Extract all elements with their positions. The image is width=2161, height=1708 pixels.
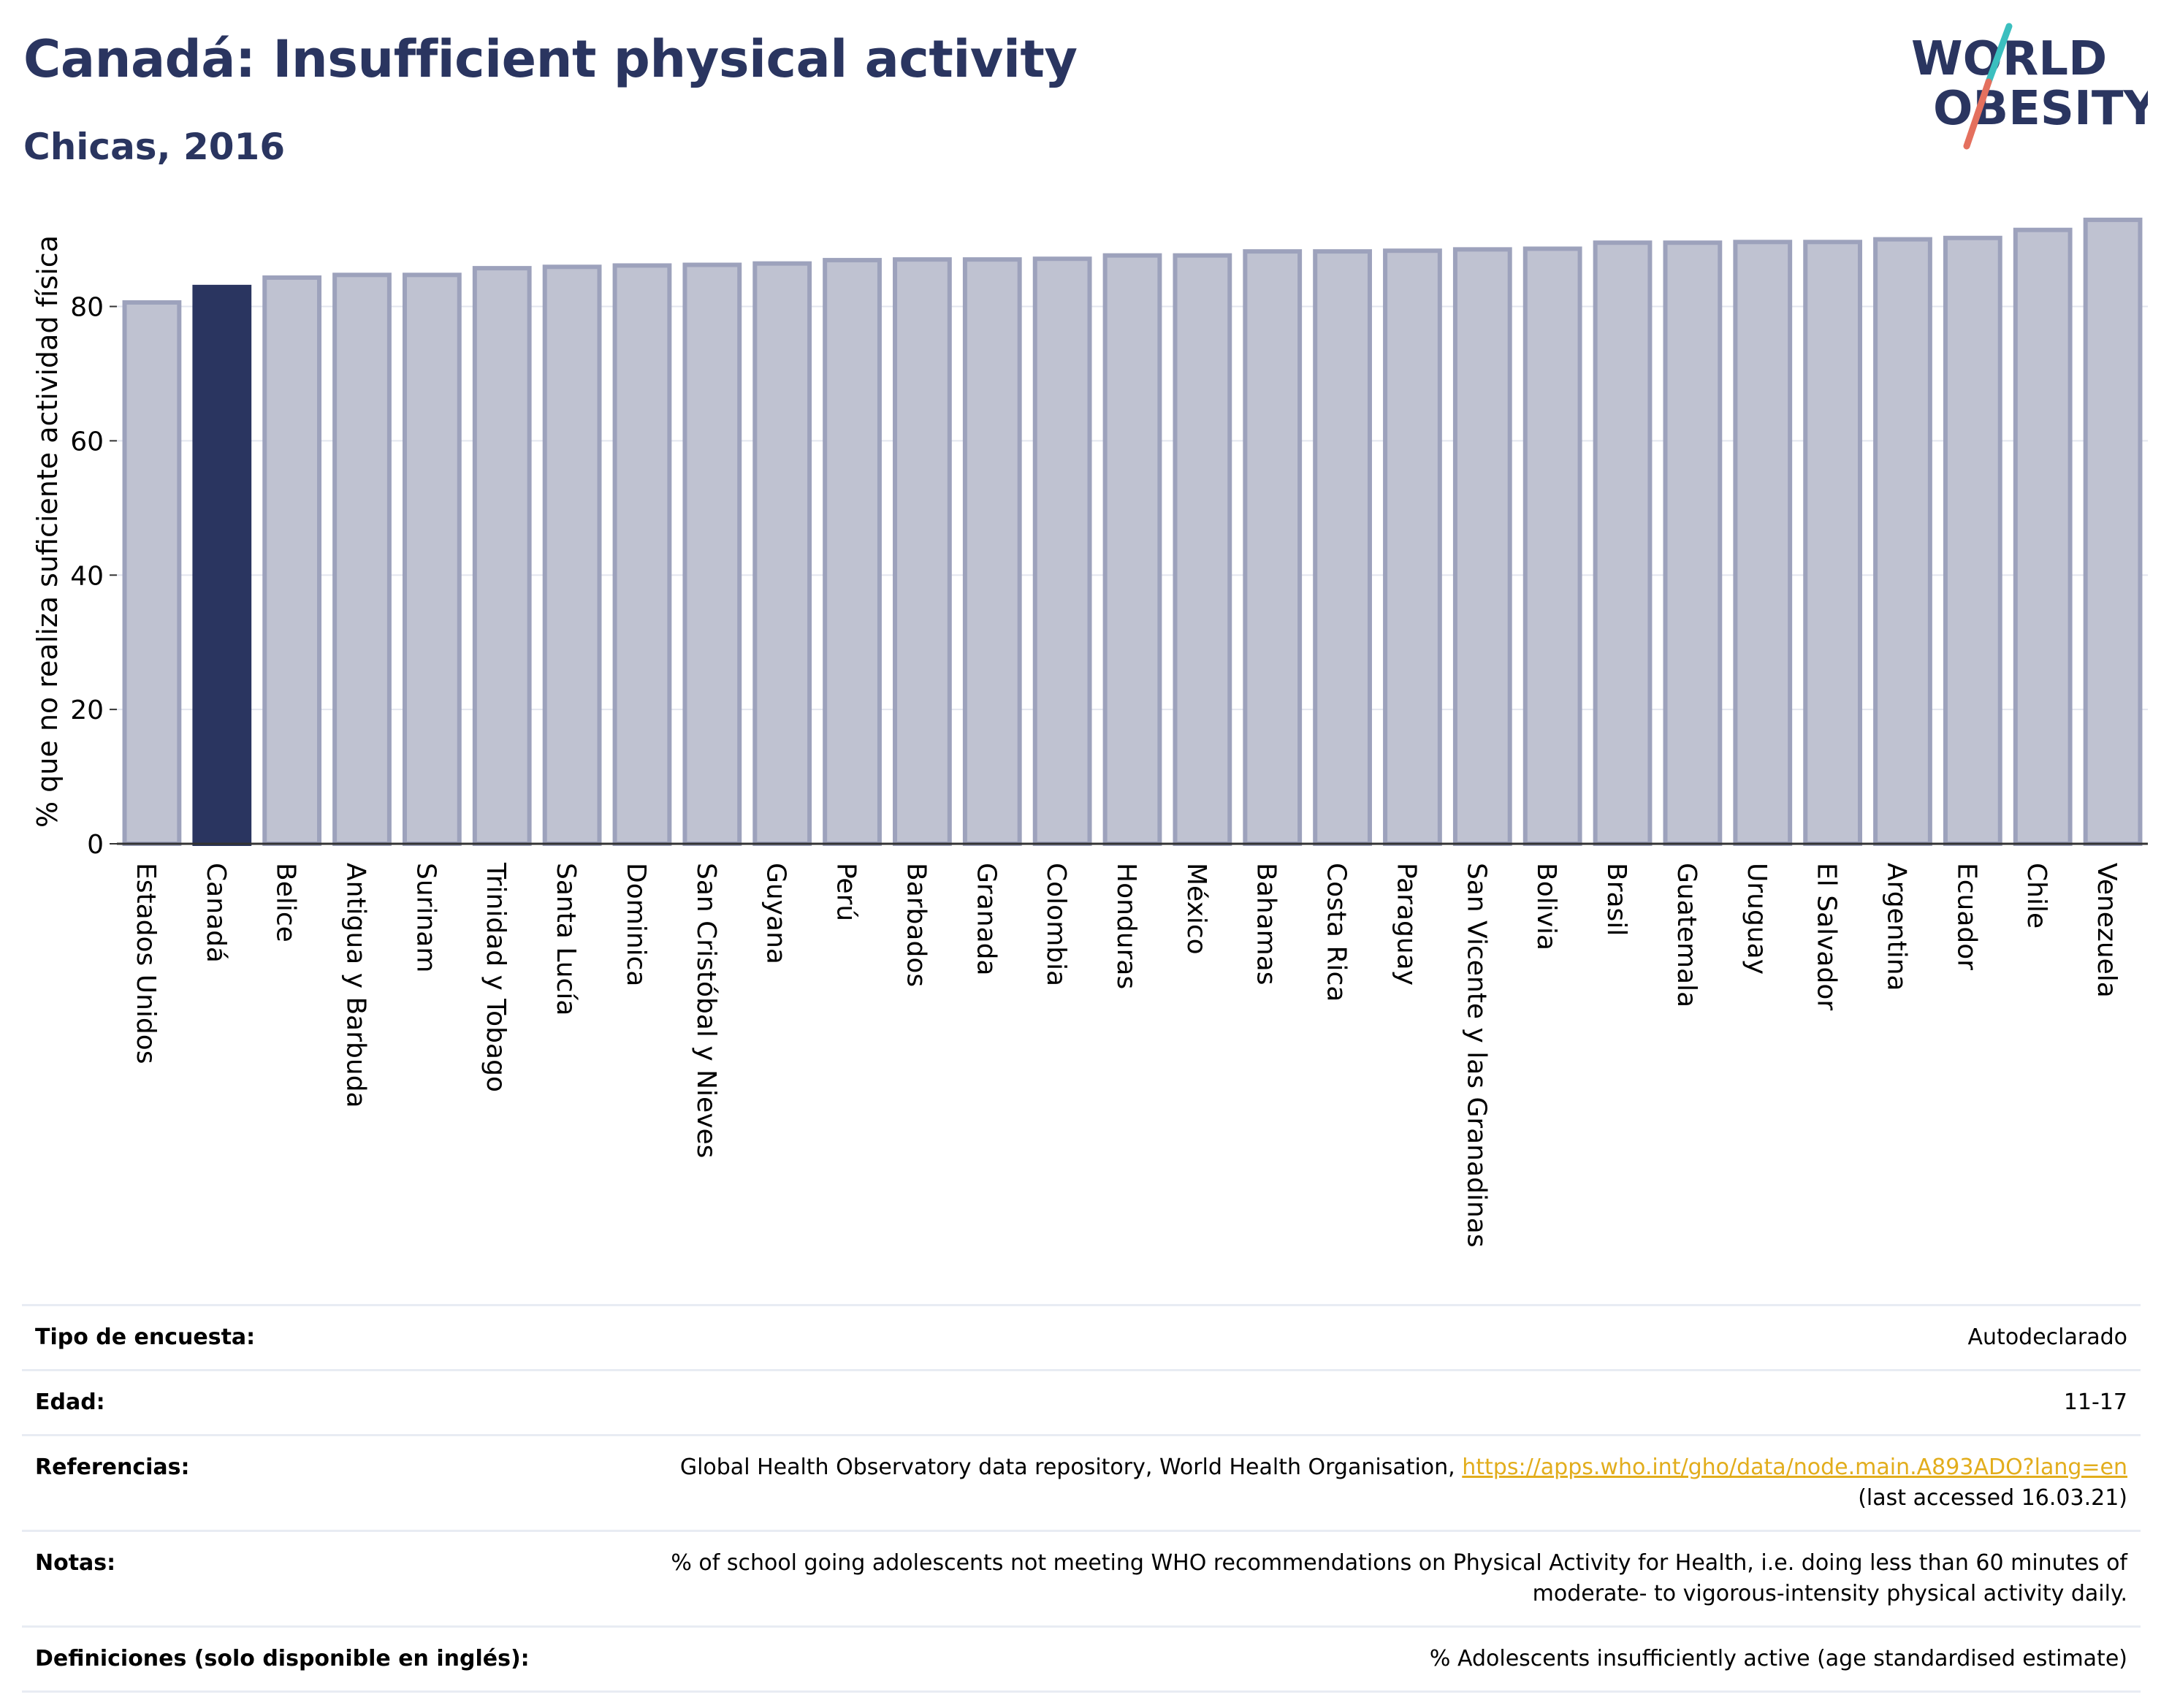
reference-accessed: (last accessed 16.03.21) (1858, 1485, 2127, 1511)
x-tick-label: México (1181, 863, 1211, 955)
info-key: Notas: (35, 1550, 116, 1576)
info-value: % of school going adolescents not meetin… (560, 1531, 2141, 1627)
info-value: Autodeclarado (1967, 1324, 2127, 1350)
info-key: Definiciones (solo disponible en inglés)… (35, 1646, 530, 1671)
info-row-definitions: Definiciones (solo disponible en inglés)… (22, 1626, 2141, 1692)
x-tick-label: Canadá (201, 863, 231, 963)
info-value: 11-17 (2063, 1389, 2127, 1415)
axes (110, 305, 2148, 845)
info-row-age: Edad: 11-17 (22, 1370, 2141, 1436)
tick-labels: 0 20 40 60 80 Estados Unidos Canadá Belice Antig… (70, 293, 2122, 1248)
x-tick-label: El Salvador (1812, 863, 1842, 1010)
bar (1032, 256, 1092, 846)
logo-line-2: OBESITY (1933, 82, 2148, 136)
page-title: Canadá: Insufficient physical activity (23, 29, 1078, 89)
x-tick-label: Antigua y Barbuda (341, 863, 371, 1108)
bar (192, 284, 252, 846)
info-row-notes: Notas: % of school going adolescents not… (22, 1530, 2141, 1627)
bar (542, 264, 602, 847)
x-tick-label: Ecuador (1951, 863, 1981, 970)
world-obesity-logo: WORLD OBESITY (1911, 23, 2148, 150)
info-row-references: Referencias: Global Health Observatory d… (22, 1435, 2141, 1531)
x-tick-label: Santa Lucía (551, 863, 581, 1015)
x-tick-label: Paraguay (1391, 863, 1421, 985)
bar (402, 272, 462, 846)
info-key: Edad: (35, 1389, 105, 1415)
bar (1943, 235, 2002, 846)
bar (1803, 240, 1863, 847)
logo-line-1: WORLD (1911, 32, 2107, 86)
bar (1663, 240, 1723, 846)
info-value: % Adolescents insufficiently active (age… (1429, 1646, 2127, 1671)
bar (752, 261, 812, 846)
y-tick-label: 0 (87, 830, 104, 860)
x-tick-label: Bahamas (1251, 863, 1281, 985)
x-tick-label: San Vicente y las Granadinas (1461, 863, 1491, 1248)
bar (612, 263, 672, 846)
info-row-survey-type: Tipo de encuesta: Autodeclarado (22, 1305, 2141, 1370)
x-tick-label: Trinidad y Tobago (481, 862, 511, 1092)
x-tick-label: Costa Rica (1322, 863, 1352, 1002)
x-tick-label: Honduras (1111, 863, 1141, 989)
x-tick-label: Colombia (1041, 863, 1071, 986)
x-tick-label: Surinam (411, 863, 441, 972)
x-tick-label: Bolivia (1531, 863, 1561, 950)
page-subtitle: Chicas, 2016 (23, 126, 286, 168)
x-tick-label: Guyana (761, 863, 791, 964)
bar (1173, 253, 1232, 847)
x-tick-label: Barbados (901, 863, 931, 987)
bar (2083, 217, 2143, 846)
bar (1593, 240, 1653, 846)
logo-slash-bottom (1963, 78, 1992, 150)
bar (122, 300, 182, 846)
y-axis-label: % que no realiza suficiente actividad fí… (31, 235, 64, 828)
x-tick-label: Guatemala (1672, 863, 1701, 1007)
y-tick-label: 80 (70, 293, 104, 323)
info-value: Global Health Observatory data repositor… (560, 1436, 2141, 1531)
bar (682, 262, 742, 847)
bar (1102, 253, 1162, 847)
x-tick-label: Uruguay (1742, 863, 1772, 975)
x-tick-label: Belice (271, 863, 301, 942)
bar (262, 275, 322, 846)
bar (2013, 227, 2073, 847)
bar (893, 257, 952, 846)
bar (1733, 240, 1793, 847)
x-tick-label: Estados Unidos (131, 863, 161, 1064)
bar (1313, 249, 1372, 847)
bar (332, 272, 392, 846)
bar (962, 257, 1022, 846)
x-tick-label: Venezuela (2092, 863, 2122, 998)
x-tick-label: Dominica (621, 863, 651, 987)
bar (1873, 237, 1932, 847)
bar (1383, 248, 1442, 847)
x-tick-label: Granada (971, 863, 1001, 976)
notes-line-1: % of school going adolescents not meetin… (671, 1550, 2127, 1576)
x-tick-label: Brasil (1601, 863, 1631, 936)
bar (472, 266, 532, 846)
x-tick-label: Argentina (1881, 863, 1911, 991)
bar (823, 258, 882, 847)
x-tick-label: Chile (2021, 863, 2051, 929)
info-key: Referencias: (35, 1455, 190, 1480)
bar (1522, 246, 1582, 847)
info-key: Tipo de encuesta: (35, 1324, 256, 1350)
x-tick-label: Perú (831, 863, 861, 921)
reference-text: Global Health Observatory data repositor… (679, 1455, 1455, 1480)
logo-slash-top (1985, 23, 2013, 85)
bar (1452, 247, 1512, 846)
bar-chart: 0 20 40 60 80 Estados Unidos Canadá Belice Antig… (31, 217, 2148, 1248)
bar (1243, 249, 1303, 847)
x-tick-label: San Cristóbal y Nieves (691, 863, 721, 1158)
y-tick-label: 20 (70, 695, 104, 725)
bars (122, 217, 2143, 847)
info-table: Tipo de encuesta: Autodeclarado Edad: 11… (22, 1304, 2141, 1693)
notes-line-2: moderate- to vigorous-intensity physical… (1532, 1581, 2127, 1606)
reference-link[interactable]: https://apps.who.int/gho/data/node.main.… (1462, 1455, 2127, 1480)
y-tick-label: 60 (70, 427, 104, 457)
y-tick-label: 40 (70, 561, 104, 591)
